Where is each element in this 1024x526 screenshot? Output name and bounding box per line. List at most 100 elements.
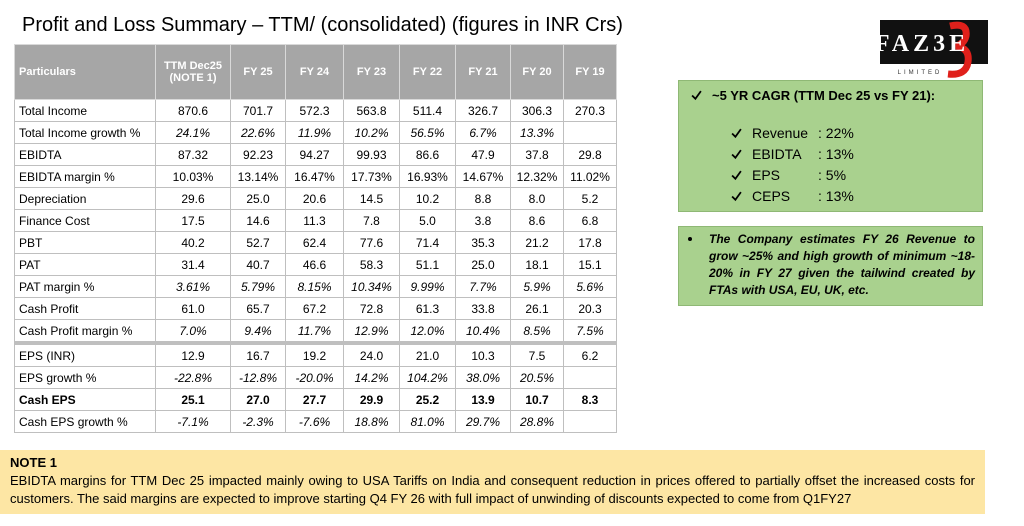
cell-value: 25.0 — [230, 187, 286, 210]
cell-value: 72.8 — [343, 297, 400, 320]
column-header: FY 21 — [455, 44, 511, 100]
cagr-item: EPS: 5% — [731, 167, 846, 183]
cell-value: 22.6% — [230, 121, 286, 144]
cagr-item: Revenue: 22% — [731, 125, 854, 141]
table-row: PAT 31.4 40.7 46.6 58.3 51.1 25.0 18.1 15.1 — [14, 253, 617, 276]
row-label: Cash Profit — [14, 297, 156, 320]
cagr-heading: ~5 YR CAGR (TTM Dec 25 vs FY 21): — [691, 88, 935, 103]
cell-value: 5.0 — [399, 209, 456, 232]
cell-value: 12.32% — [510, 165, 564, 188]
cell-value: 7.5 — [510, 341, 564, 367]
cell-value: 7.7% — [455, 275, 511, 298]
check-icon — [731, 128, 742, 138]
table-row: Finance Cost 17.5 14.6 11.3 7.8 5.0 3.8 8.6 6.8 — [14, 209, 617, 232]
cell-value: 270.3 — [563, 99, 617, 122]
cell-value: 7.5% — [563, 319, 617, 344]
cell-value: 19.2 — [285, 341, 344, 367]
table-row: Cash EPS growth % -7.1% -2.3% -7.6% 18.8% 81.… — [14, 410, 617, 433]
cell-value: 29.7% — [455, 410, 511, 433]
cell-value: 10.4% — [455, 319, 511, 344]
cell-value: 11.02% — [563, 165, 617, 188]
cell-value: 10.34% — [343, 275, 400, 298]
cell-value: 5.2 — [563, 187, 617, 210]
check-icon — [731, 170, 742, 180]
cell-value: 14.2% — [343, 366, 400, 389]
cell-value: 11.7% — [285, 319, 344, 344]
cell-value: 5.6% — [563, 275, 617, 298]
cell-value: 61.0 — [155, 297, 231, 320]
cell-value: 65.7 — [230, 297, 286, 320]
cell-value: -20.0% — [285, 366, 344, 389]
cell-value: 67.2 — [285, 297, 344, 320]
cell-value: 61.3 — [399, 297, 456, 320]
cell-value: 86.6 — [399, 143, 456, 166]
cell-value: 13.14% — [230, 165, 286, 188]
cell-value: 12.9% — [343, 319, 400, 344]
cell-value: 8.15% — [285, 275, 344, 298]
table-row: Cash EPS 25.1 27.0 27.7 29.9 25.2 13.9 10.7 8.3 — [14, 388, 617, 411]
cell-value: 18.1 — [510, 253, 564, 276]
cell-value: 52.7 — [230, 231, 286, 254]
cell-value: 81.0% — [399, 410, 456, 433]
check-icon — [731, 149, 742, 159]
row-label: Depreciation — [14, 187, 156, 210]
empty-cell — [563, 366, 617, 389]
cell-value: 37.8 — [510, 143, 564, 166]
column-header: Particulars — [14, 44, 156, 100]
cagr-box: ~5 YR CAGR (TTM Dec 25 vs FY 21): Revenu… — [678, 80, 983, 212]
cell-value: 17.73% — [343, 165, 400, 188]
table-row: Total Income 870.6 701.7 572.3 563.8 511.4 326… — [14, 99, 617, 122]
cell-value: 6.8 — [563, 209, 617, 232]
pl-table: Particulars TTM Dec25 (NOTE 1) FY 25 FY 24 F… — [14, 44, 617, 433]
cagr-item: CEPS: 13% — [731, 188, 854, 204]
cell-value: 27.0 — [230, 388, 286, 411]
row-label: Finance Cost — [14, 209, 156, 232]
cell-value: 10.2% — [343, 121, 400, 144]
cell-value: 51.1 — [399, 253, 456, 276]
cagr-item: EBIDTA: 13% — [731, 146, 854, 162]
cell-value: 7.0% — [155, 319, 231, 344]
cell-value: 47.9 — [455, 143, 511, 166]
cell-value: 14.6 — [230, 209, 286, 232]
cell-value: 9.99% — [399, 275, 456, 298]
cell-value: 16.93% — [399, 165, 456, 188]
cell-value: 572.3 — [285, 99, 344, 122]
cell-value: 46.6 — [285, 253, 344, 276]
page-title: Profit and Loss Summary – TTM/ (consolid… — [22, 14, 623, 36]
row-label: PBT — [14, 231, 156, 254]
cell-value: 18.8% — [343, 410, 400, 433]
cell-value: 17.5 — [155, 209, 231, 232]
table-row: Total Income growth % 24.1% 22.6% 11.9% 10.2… — [14, 121, 617, 144]
cell-value: 27.7 — [285, 388, 344, 411]
cell-value: 5.79% — [230, 275, 286, 298]
cell-value: 56.5% — [399, 121, 456, 144]
table-row: EPS (INR) 12.9 16.7 19.2 24.0 21.0 10.3 7.5 6.2 — [14, 341, 617, 367]
cell-value: -2.3% — [230, 410, 286, 433]
logo-mark — [947, 21, 972, 78]
cell-value: 13.3% — [510, 121, 564, 144]
cell-value: 7.8 — [343, 209, 400, 232]
row-label: Cash EPS growth % — [14, 410, 156, 433]
cell-value: 33.8 — [455, 297, 511, 320]
note-text: EBIDTA margins for TTM Dec 25 impacted m… — [10, 473, 975, 506]
header-row: Particulars TTM Dec25 (NOTE 1) FY 25 FY 24 F… — [14, 44, 617, 100]
note-title: NOTE 1 — [10, 455, 57, 470]
check-icon — [731, 191, 742, 201]
cell-value: 21.2 — [510, 231, 564, 254]
cell-value: 25.1 — [155, 388, 231, 411]
table-row: Cash Profit 61.0 65.7 67.2 72.8 61.3 33.8 26.1 2… — [14, 297, 617, 320]
cell-value: 14.5 — [343, 187, 400, 210]
cell-value: 16.7 — [230, 341, 286, 367]
cell-value: 21.0 — [399, 341, 456, 367]
cell-value: 701.7 — [230, 99, 286, 122]
cagr-label: EPS — [752, 167, 781, 183]
table-row: PBT 40.2 52.7 62.4 77.6 71.4 35.3 21.2 17.8 — [14, 231, 617, 254]
cell-value: 99.93 — [343, 143, 400, 166]
cagr-label: CEPS — [752, 188, 791, 204]
cell-value: 6.7% — [455, 121, 511, 144]
cell-value: 14.67% — [455, 165, 511, 188]
cell-value: 306.3 — [510, 99, 564, 122]
cell-value: 10.2 — [399, 187, 456, 210]
cell-value: 17.8 — [563, 231, 617, 254]
